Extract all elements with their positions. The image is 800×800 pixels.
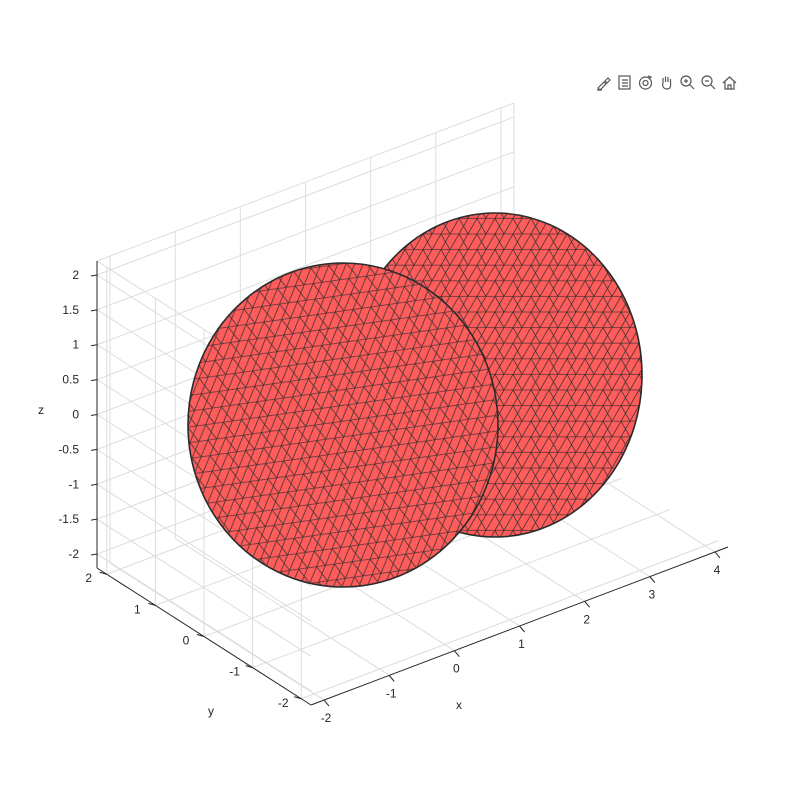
home-button[interactable] xyxy=(720,72,739,92)
y-tick-label: 0 xyxy=(183,634,190,648)
z-tick xyxy=(90,483,98,486)
x-tick-label: 3 xyxy=(648,588,655,602)
home-icon xyxy=(722,75,737,90)
z-tick xyxy=(90,344,98,347)
grid-line-z-left xyxy=(96,483,312,622)
y-tick xyxy=(245,665,253,669)
z-tick-label: 2 xyxy=(72,268,79,282)
y-tick xyxy=(196,634,205,637)
grid-line-y-floor xyxy=(301,540,719,700)
zoom-in-icon xyxy=(680,74,695,89)
x-tick xyxy=(584,600,591,608)
z-tick xyxy=(90,274,98,277)
z-axis-label: z xyxy=(38,403,44,417)
z-tick xyxy=(90,379,98,382)
rotate-3d-button[interactable] xyxy=(636,72,655,92)
x-tick-label: -1 xyxy=(386,686,397,700)
z-tick-label: 1.5 xyxy=(62,303,79,317)
legend-icon xyxy=(618,74,631,90)
x-tick xyxy=(453,650,460,658)
axes-toolbar xyxy=(594,72,739,94)
x-tick-label: 4 xyxy=(714,563,721,577)
y-tick-label: 1 xyxy=(134,602,141,616)
z-tick xyxy=(90,309,98,312)
y-tick xyxy=(148,602,156,606)
sphere-front-outline xyxy=(187,262,499,588)
zoom-out-icon xyxy=(701,74,716,89)
z-tick-label: 1 xyxy=(72,338,79,352)
z-tick-label: 0.5 xyxy=(62,373,79,387)
y-tick-label: -1 xyxy=(229,665,240,679)
legend-button[interactable] xyxy=(615,72,634,92)
x-tick-label: 1 xyxy=(518,637,525,651)
grid-line-z-left xyxy=(96,553,312,692)
x-tick-label: 0 xyxy=(453,662,460,676)
pan-hand-icon xyxy=(662,76,672,90)
x-tick xyxy=(519,625,525,633)
x-tick-label: -2 xyxy=(321,711,332,725)
grid-line-z-back xyxy=(96,116,515,276)
z-tick-label: -1 xyxy=(68,477,79,491)
grid-line-z-back xyxy=(96,151,515,311)
axes-lines xyxy=(90,261,729,707)
box-edge xyxy=(96,102,515,262)
x-tick xyxy=(323,699,330,707)
brush-icon xyxy=(597,76,611,91)
z-tick-label: -0.5 xyxy=(58,442,79,456)
y-tick-label: -2 xyxy=(278,696,289,710)
tick-labels: -2 -1 0 1 2 3 4 -2 -1 0 1 2 -2 -1.5 -1 -0.5 0 0.5 1 1.5 2 xyxy=(58,268,720,725)
z-tick-label: 0 xyxy=(72,408,79,422)
z-tick-label: -2 xyxy=(68,547,79,561)
pan-hand-button[interactable] xyxy=(657,72,676,92)
x-tick-label: 2 xyxy=(583,612,590,626)
grid-line-z-left xyxy=(96,518,312,657)
rotate-3d-icon xyxy=(638,74,653,90)
y-tick xyxy=(99,571,107,575)
sphere-front-mesh xyxy=(166,243,520,607)
y-tick xyxy=(294,696,302,700)
zoom-out-button[interactable] xyxy=(699,72,718,92)
z-tick xyxy=(90,553,98,556)
x-axis-label: x xyxy=(456,698,462,712)
grid-line-z-back xyxy=(96,186,515,346)
z-tick xyxy=(90,414,98,416)
z-tick xyxy=(90,518,98,521)
z-tick xyxy=(90,448,98,451)
x-tick xyxy=(649,576,656,583)
zoom-in-button[interactable] xyxy=(678,72,697,92)
sphere-front xyxy=(166,243,520,607)
surface-group xyxy=(166,212,643,607)
x-tick xyxy=(388,675,395,682)
x-tick xyxy=(714,551,721,559)
y-axis-label: y xyxy=(208,704,214,718)
y-tick-label: 2 xyxy=(85,571,92,585)
grid-line-y-floor xyxy=(252,509,670,669)
brush-button[interactable] xyxy=(594,72,613,92)
z-tick-label: -1.5 xyxy=(58,512,79,526)
